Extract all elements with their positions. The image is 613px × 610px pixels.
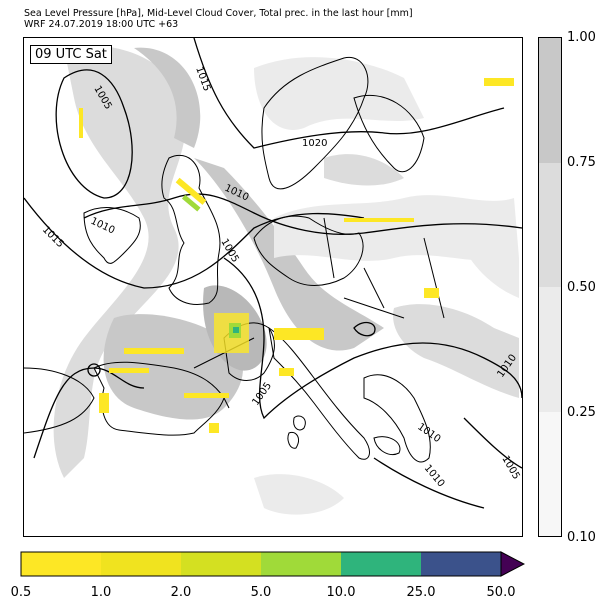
- isobar-label: 1010: [89, 216, 117, 237]
- colorbar-tick: 0.75: [567, 155, 596, 170]
- forecast-map: 1005 1015 1020 1010 1010 1015 1005 1005 …: [23, 37, 523, 537]
- colorbar-tick: 0.10: [567, 530, 596, 545]
- precip-colorbar-segment: [181, 552, 261, 576]
- isobar-label: 1005: [499, 454, 521, 482]
- colorbar-tick: 10.0: [326, 585, 356, 600]
- cloud-colorbar-segment: [539, 287, 561, 412]
- colorbar-tick: 0.5: [10, 585, 32, 600]
- map-canvas: 1005 1015 1020 1010 1010 1015 1005 1005 …: [24, 38, 522, 515]
- colorbar-tick: 1.0: [90, 585, 112, 600]
- cloud-colorbar-segment: [539, 162, 561, 287]
- colorbar-tick: 25.0: [406, 585, 436, 600]
- cloud-colorbar-segment: [539, 411, 561, 536]
- isobar-label: 1010: [415, 421, 442, 445]
- precip-colorbar-extend-arrow: [500, 551, 525, 577]
- colorbar-tick: 2.0: [170, 585, 192, 600]
- cloud-cover-layer: [53, 45, 519, 515]
- precip-colorbar-segment: [421, 552, 501, 576]
- precip-colorbar-segment: [101, 552, 181, 576]
- precip-colorbar-segment: [341, 552, 421, 576]
- cloud-colorbar-segment: [539, 38, 561, 163]
- isobar-layer: [24, 38, 522, 509]
- isobar-label: 1015: [40, 224, 66, 250]
- colorbar-tick: 0.25: [567, 405, 596, 420]
- colorbar-tick: 5.0: [250, 585, 272, 600]
- colorbar-tick: 0.50: [567, 280, 596, 295]
- cloud-cover-colorbar: [538, 37, 562, 537]
- precip-colorbar-segment: [261, 552, 341, 576]
- isobar-label: 1015: [193, 65, 212, 93]
- precipitation-colorbar: [20, 551, 525, 577]
- chart-title: Sea Level Pressure [hPa], Mid-Level Clou…: [24, 8, 413, 19]
- precip-colorbar-segment: [21, 552, 101, 576]
- isobar-label: 1005: [250, 381, 274, 408]
- run-subtitle: WRF 24.07.2019 18:00 UTC +63: [24, 19, 179, 30]
- precip-colorbar-frame: [20, 551, 502, 577]
- isobar-label: 1010: [422, 463, 447, 490]
- valid-time-label: 09 UTC Sat: [30, 45, 112, 64]
- colorbar-tick: 1.00: [567, 30, 596, 45]
- isobar-label: 1005: [218, 237, 240, 265]
- precipitation-layer: [79, 78, 514, 433]
- isobar-label: 1020: [302, 138, 327, 149]
- colorbar-tick: 50.0: [486, 585, 516, 600]
